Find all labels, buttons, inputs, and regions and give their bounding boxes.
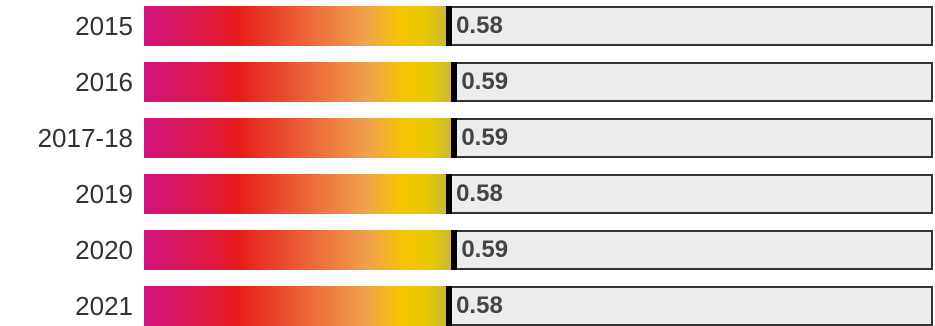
value-marker xyxy=(451,62,458,102)
value-label: 0.59 xyxy=(461,124,509,151)
bar-row: 2016 0.59 xyxy=(0,62,935,102)
value-label: 0.59 xyxy=(461,236,509,263)
category-label: 2020 xyxy=(75,235,133,265)
bar-fill xyxy=(144,286,450,326)
value-label: 0.58 xyxy=(456,292,503,319)
bar-row: 2017-18 0.59 xyxy=(0,118,935,158)
bar-fill xyxy=(144,174,450,214)
bar-fill xyxy=(144,230,455,270)
category-label: 2021 xyxy=(75,291,133,321)
bar-row: 2020 0.59 xyxy=(0,230,935,270)
value-label: 0.58 xyxy=(456,12,503,39)
category-label: 2017-18 xyxy=(37,123,133,153)
bar-row: 2021 0.58 xyxy=(0,286,935,326)
bar-row: 2015 0.58 xyxy=(0,6,935,46)
bar-fill xyxy=(144,6,450,46)
value-label: 0.59 xyxy=(461,68,509,95)
value-marker xyxy=(446,174,453,214)
category-label: 2015 xyxy=(75,11,133,41)
bar-row: 2019 0.58 xyxy=(0,174,935,214)
category-label: 2019 xyxy=(75,179,133,209)
value-marker xyxy=(446,286,453,326)
value-marker xyxy=(451,230,458,270)
category-label: 2016 xyxy=(75,67,133,97)
bar-fill xyxy=(144,118,455,158)
value-marker xyxy=(451,118,458,158)
bar-fill xyxy=(144,62,455,102)
value-marker xyxy=(446,6,453,46)
value-label: 0.58 xyxy=(456,180,503,207)
